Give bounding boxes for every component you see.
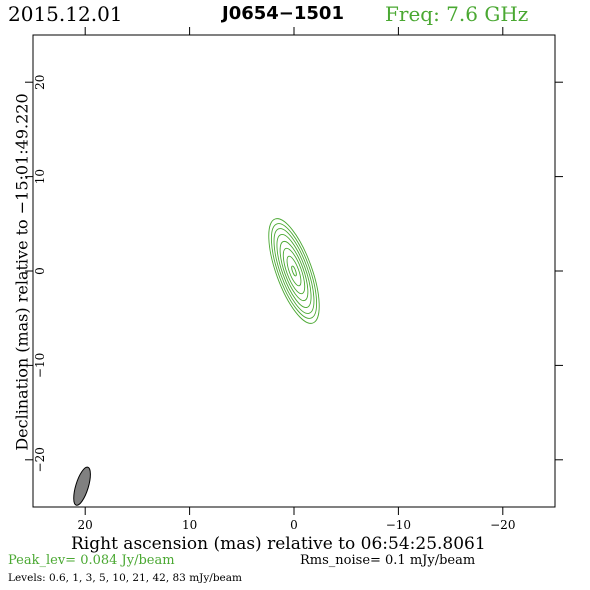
y-tick-label-3: −10 xyxy=(33,353,47,378)
x-axis-label: Right ascension (mas) relative to 06:54:… xyxy=(71,534,486,554)
x-tick-label-0: 20 xyxy=(78,518,93,532)
header-source-name: J0654−1501 xyxy=(222,3,344,24)
header-date: 2015.12.01 xyxy=(8,2,123,26)
plot-frame xyxy=(32,34,556,508)
axis-ticks xyxy=(25,27,563,515)
y-axis-label: Declination (mas) relative to −15:01:49.… xyxy=(12,93,32,451)
contour-level-2 xyxy=(273,228,315,314)
x-tick-label-3: −10 xyxy=(386,518,411,532)
y-tick-label-1: 10 xyxy=(33,169,47,184)
header-frequency: Freq: 7.6 GHz xyxy=(385,2,529,26)
x-tick-label-2: 0 xyxy=(290,518,298,532)
y-tick-label-2: 0 xyxy=(33,267,47,275)
rms-noise: Rms_noise= 0.1 mJy/beam xyxy=(300,553,476,568)
y-tick-label-0: 20 xyxy=(33,75,47,90)
peak-level: Peak_lev= 0.084 Jy/beam xyxy=(8,553,175,568)
contour-level-7 xyxy=(291,265,297,277)
contour-level-3 xyxy=(276,234,312,308)
x-tick-label-1: 10 xyxy=(182,518,197,532)
axis-tick-labels: 20 10 0 −10 −20 20 10 0 −10 −20 xyxy=(33,75,515,532)
beam-ellipse-group xyxy=(73,466,91,506)
source-contours xyxy=(268,218,320,324)
contour-level-5 xyxy=(282,247,306,295)
y-tick-label-4: −20 xyxy=(33,447,47,472)
contour-level-6 xyxy=(286,255,302,287)
contour-level-4 xyxy=(279,240,309,302)
x-tick-label-4: −20 xyxy=(490,518,515,532)
beam-ellipse xyxy=(73,466,91,506)
contour-level-0 xyxy=(268,218,320,324)
contour-level-1 xyxy=(270,223,318,319)
contour-levels: Levels: 0.6, 1, 3, 5, 10, 21, 42, 83 mJy… xyxy=(8,572,242,584)
